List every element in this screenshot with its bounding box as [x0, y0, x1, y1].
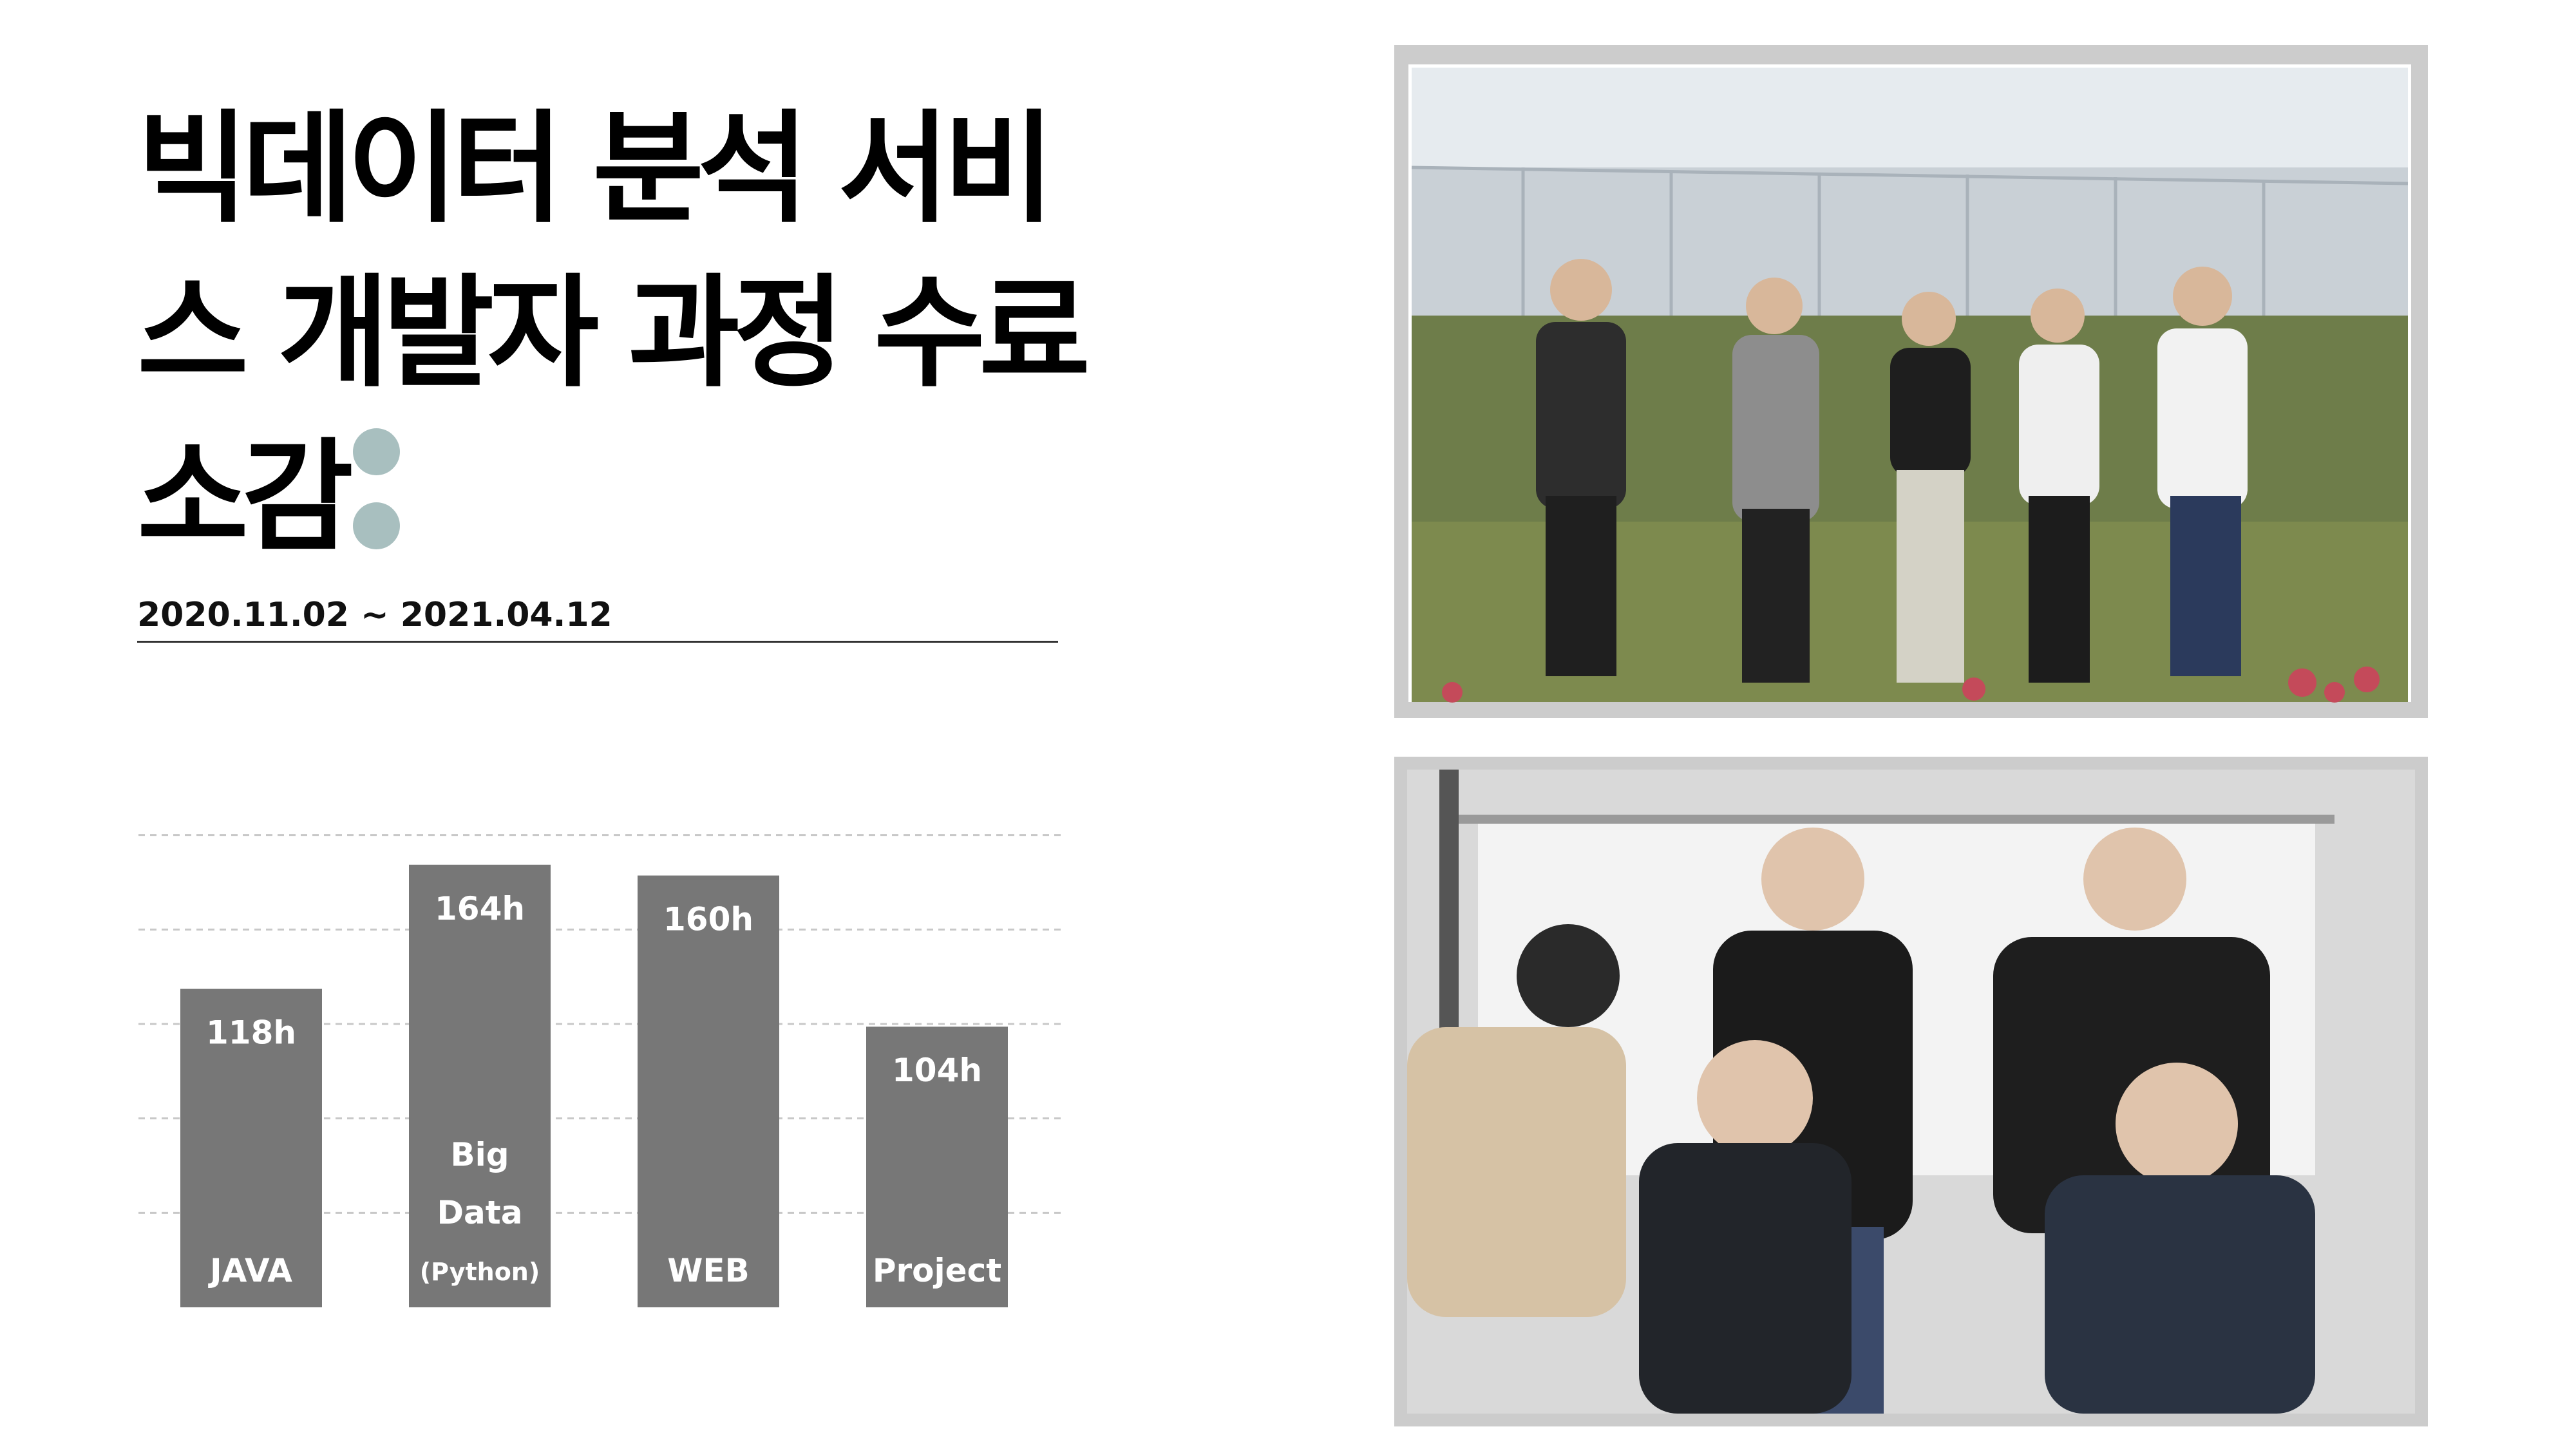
chart-labels: 118h JAVA 164h Big Data (Python) 160h WEB 104h Pr…	[206, 890, 1001, 1289]
colon-dot-bottom	[353, 502, 400, 549]
colon-decoration	[353, 428, 401, 554]
photo-group-greenhouse	[1394, 45, 2428, 718]
title-line-1: 빅데이터 분석 서비	[137, 99, 1055, 240]
bar-2	[638, 875, 779, 1307]
category-label-1-2: (Python)	[420, 1258, 540, 1286]
bar-3	[866, 1027, 1008, 1307]
category-label-2-0: WEB	[667, 1252, 749, 1289]
photo-people	[1407, 828, 2315, 1414]
slide-title: 빅데이터 분석 서비 스 개발자 과정 수료 소감	[137, 87, 1090, 580]
photo-greenhouse-frame	[1411, 166, 2409, 335]
photo-greenhouse	[1408, 64, 2411, 703]
bar-1	[409, 864, 551, 1307]
category-label-1-0: Big	[450, 1136, 509, 1173]
bar-0	[180, 989, 322, 1307]
category-label-3-0: Project	[873, 1252, 1001, 1289]
title-line-3: 소감	[137, 427, 354, 568]
category-label-1-1: Data	[437, 1194, 523, 1231]
photo-classroom	[1407, 770, 2415, 1414]
value-label-0: 118h	[206, 1014, 296, 1052]
title-line-2: 스 개발자 과정 수료	[137, 263, 1090, 404]
date-range: 2020.11.02 ~ 2021.04.12	[137, 596, 612, 634]
hours-bar-chart: 118h JAVA 164h Big Data (Python) 160h WEB 104h Pr…	[138, 834, 1063, 1307]
photo-sky	[1412, 68, 2408, 184]
date-underline	[137, 641, 1058, 643]
photo-board-rail	[1459, 815, 2334, 824]
value-label-3: 104h	[892, 1052, 982, 1089]
value-label-1: 164h	[435, 890, 525, 927]
photo-flowers	[1442, 667, 2380, 703]
photo-people	[1536, 259, 2248, 683]
value-label-2: 160h	[663, 901, 753, 938]
chart-bars	[180, 864, 1008, 1307]
colon-dot-top	[353, 428, 400, 475]
photo-group-classroom	[1394, 757, 2428, 1426]
category-label-0-0: JAVA	[208, 1252, 292, 1289]
